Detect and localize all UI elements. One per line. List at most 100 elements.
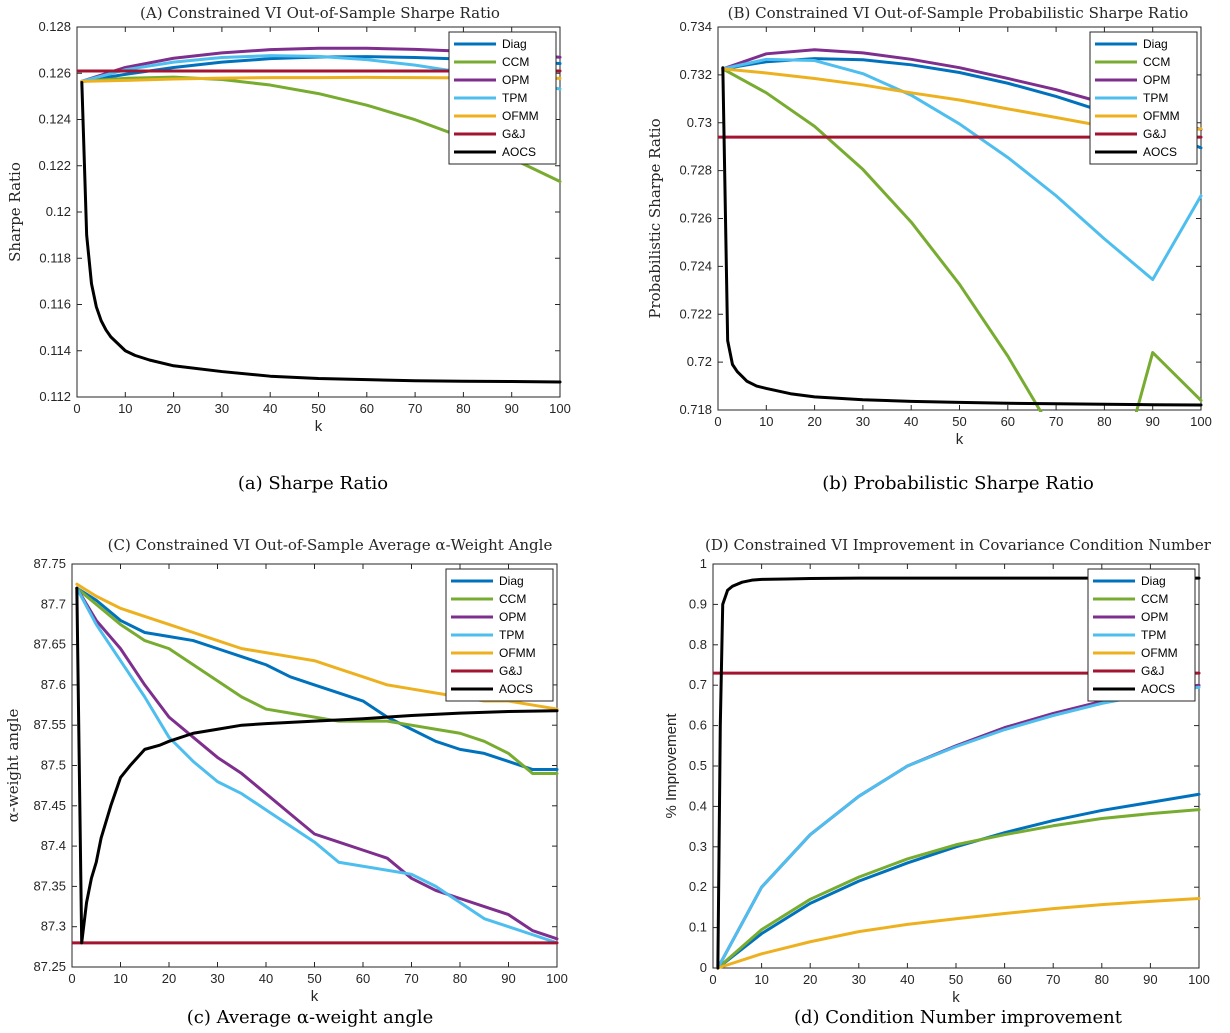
x-tick-label: 50 (949, 972, 963, 987)
y-tick-label: 87.65 (33, 637, 66, 652)
y-tick-label: 0.732 (679, 67, 712, 82)
x-tick-label: 100 (1190, 414, 1212, 429)
x-tick-label: 90 (1143, 972, 1157, 987)
legend: Diag CCM OPM TPM OFMM G&J AOCS (1089, 31, 1198, 165)
x-tick-label: 0 (73, 401, 80, 416)
y-tick-label: 0.724 (679, 258, 712, 273)
x-tick-label: 30 (856, 414, 870, 429)
x-tick-label: 80 (456, 401, 470, 416)
y-tick-label: 0.126 (38, 65, 71, 80)
x-tick-label: 20 (803, 972, 817, 987)
x-tick-label: 40 (904, 414, 918, 429)
x-tick-label: 70 (1046, 972, 1060, 987)
chart-title: (D) Constrained VI Improvement in Covari… (705, 536, 1212, 554)
y-tick-label: 0.124 (38, 112, 71, 127)
y-tick-label: 0.116 (39, 297, 71, 312)
panel-caption: (c) Average α-weight angle (187, 1007, 434, 1028)
y-tick-label: 0.6 (689, 718, 707, 733)
legend-entry: CCM (1143, 55, 1170, 69)
legend-entry: Diag (499, 574, 524, 588)
x-tick-label: 60 (1001, 414, 1015, 429)
x-tick-label: 30 (210, 971, 224, 986)
x-tick-label: 10 (113, 971, 127, 986)
x-tick-label: 100 (546, 971, 568, 986)
legend-entry: OPM (1143, 73, 1170, 87)
y-tick-label: 0.2 (689, 879, 707, 894)
y-tick-label: 87.45 (33, 798, 66, 813)
panel-d: (D) Constrained VI Improvement in Covari… (663, 536, 1212, 1028)
x-tick-label: 90 (504, 401, 518, 416)
x-tick-label: 20 (166, 401, 180, 416)
legend-entry: Diag (1143, 37, 1168, 51)
x-tick-label: 100 (1188, 972, 1210, 987)
x-tick-label: 0 (709, 972, 716, 987)
legend-entry: G&J (502, 127, 525, 141)
series-line-ofmm (716, 897, 1201, 970)
x-tick-label: 40 (263, 401, 277, 416)
legend-entry: TPM (1143, 91, 1168, 105)
legend-entry: AOCS (502, 145, 536, 159)
legend: Diag CCM OPM TPM OFMM G&J AOCS (445, 568, 554, 702)
legend-entry: G&J (1141, 664, 1164, 678)
legend-entry: AOCS (1141, 682, 1175, 696)
series-line-aocs (80, 81, 562, 384)
y-tick-label: 87.75 (33, 556, 66, 571)
series-line-diag (75, 586, 559, 772)
x-tick-label: 0 (68, 971, 75, 986)
series-line-ccm (75, 586, 559, 776)
x-tick-label: 50 (311, 401, 325, 416)
x-tick-label: 30 (852, 972, 866, 987)
legend-entry: OFMM (499, 646, 536, 660)
legend-entry: OFMM (1141, 646, 1178, 660)
x-tick-label: 60 (356, 971, 370, 986)
x-tick-label: 30 (215, 401, 229, 416)
legend-entry: OPM (502, 73, 529, 87)
series-line-aocs (721, 66, 1203, 407)
legend-entry: OPM (499, 610, 526, 624)
series-line-tpm (721, 57, 1203, 282)
y-tick-label: 0.122 (38, 158, 71, 173)
x-tick-label: 20 (162, 971, 176, 986)
series-line-aocs (716, 576, 1201, 970)
y-tick-label: 0.12 (46, 204, 71, 219)
y-tick-label: 0.73 (687, 115, 712, 130)
series-line-diag (716, 792, 1201, 970)
legend-entry: OFMM (1143, 109, 1180, 123)
x-tick-label: 70 (408, 401, 422, 416)
x-tick-label: 70 (404, 971, 418, 986)
y-tick-label: 0.8 (689, 637, 707, 652)
series-line-opm (75, 586, 559, 941)
panel-caption: (a) Sharpe Ratio (238, 473, 388, 494)
legend-entry: OFMM (502, 109, 539, 123)
y-tick-label: 0.128 (38, 19, 71, 34)
y-tick-label: 87.4 (41, 838, 66, 853)
x-tick-label: 50 (307, 971, 321, 986)
y-tick-label: 0.118 (39, 250, 71, 265)
legend-entry: TPM (499, 628, 524, 642)
y-tick-label: 0.114 (39, 343, 71, 358)
y-tick-label: 87.25 (33, 959, 66, 974)
y-tick-label: 87.35 (33, 878, 66, 893)
panel-caption: (b) Probabilistic Sharpe Ratio (822, 473, 1094, 494)
y-tick-label: 0.728 (679, 163, 712, 178)
x-axis-label: k (315, 418, 323, 435)
legend-entry: G&J (1143, 127, 1166, 141)
x-tick-label: 10 (759, 414, 773, 429)
y-tick-label: 0.726 (679, 211, 712, 226)
panel-caption: (d) Condition Number improvement (794, 1007, 1123, 1028)
x-tick-label: 80 (453, 971, 467, 986)
series-group (72, 582, 559, 945)
legend-entry: TPM (502, 91, 527, 105)
legend-entry: Diag (502, 37, 527, 51)
x-tick-label: 0 (714, 414, 721, 429)
legend: Diag CCM OPM TPM OFMM G&J AOCS (448, 31, 557, 165)
y-tick-label: 0.7 (689, 677, 707, 692)
series-line-tpm (75, 586, 559, 945)
legend-entry: CCM (499, 592, 526, 606)
y-tick-label: 87.5 (41, 758, 66, 773)
y-tick-label: 0.722 (679, 306, 712, 321)
x-axis-label: k (956, 431, 964, 448)
legend-entry: AOCS (1143, 145, 1177, 159)
y-tick-label: 87.55 (33, 717, 66, 732)
